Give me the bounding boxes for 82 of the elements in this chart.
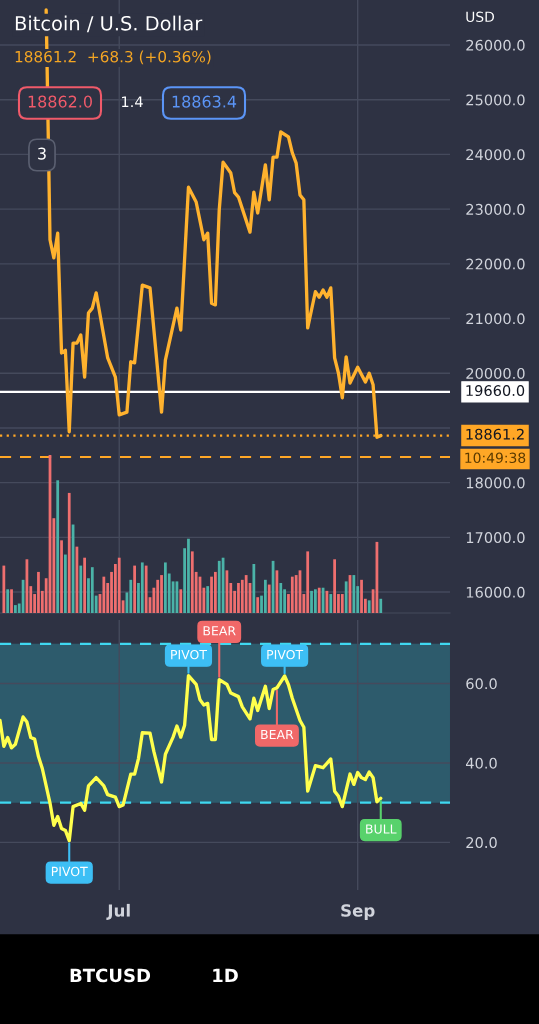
annotation: BULL xyxy=(366,824,397,834)
bar xyxy=(210,576,213,613)
bar xyxy=(214,571,217,613)
bar xyxy=(360,579,363,613)
y-tick-label: 16000.0 xyxy=(466,586,525,598)
y-tick-label: 20000.0 xyxy=(466,367,525,379)
annotation: BEAR xyxy=(261,729,294,739)
text: 10:49:38 xyxy=(465,452,526,464)
bar xyxy=(256,597,260,613)
annotation: PIVOT xyxy=(51,866,88,877)
bar xyxy=(6,589,10,613)
bar xyxy=(37,571,40,613)
bar xyxy=(237,582,240,613)
bar xyxy=(179,589,183,613)
y-tick-label: 21000.0 xyxy=(466,313,525,325)
y-tick-label: 40.0 xyxy=(465,757,497,769)
annotation: 18862.0 xyxy=(28,95,92,108)
annotation: BEAR xyxy=(203,626,236,636)
y-tick-label: 17000.0 xyxy=(466,532,525,544)
text: BTCUSD xyxy=(70,968,151,983)
bar xyxy=(56,480,60,613)
y-tick-label: 26000.0 xyxy=(466,39,525,51)
bar xyxy=(290,576,294,613)
bar xyxy=(310,590,313,613)
bar xyxy=(14,605,17,613)
bar xyxy=(329,594,333,613)
bar xyxy=(264,579,267,613)
text: Bitcoin / U.S. Dollar xyxy=(15,15,203,33)
bar xyxy=(333,559,336,613)
bar xyxy=(190,551,194,613)
y-tick-label: 18000.0 xyxy=(466,477,525,489)
bar xyxy=(344,581,348,613)
annotation: PIVOT xyxy=(171,649,208,660)
ref-line-label: 18861.2 xyxy=(466,428,524,440)
y-tick-label: 24000.0 xyxy=(466,149,525,161)
y-tick-label: 20.0 xyxy=(466,837,497,849)
bar xyxy=(306,551,310,613)
bar xyxy=(340,594,344,613)
bar xyxy=(317,587,321,613)
text: 18861.2 +68.3 (+0.36%) xyxy=(15,50,211,65)
bar xyxy=(156,579,160,613)
annotation: 18863.4 xyxy=(172,95,237,108)
annotation: 3 xyxy=(38,147,46,160)
annotation: PIVOT xyxy=(267,649,304,660)
bar xyxy=(64,554,67,613)
bar xyxy=(2,565,6,613)
bar xyxy=(217,560,221,613)
bar xyxy=(117,557,121,613)
bar xyxy=(90,567,94,613)
annotation: 1.4 xyxy=(122,96,143,108)
bar xyxy=(10,589,13,613)
y-tick-label: 60.0 xyxy=(466,678,497,690)
bar xyxy=(140,562,144,613)
y-tick-label: 25000.0 xyxy=(466,94,525,106)
x-tick-label: Jul xyxy=(106,903,130,920)
bar xyxy=(240,579,244,613)
bar xyxy=(160,575,163,613)
y-tick-label: 22000.0 xyxy=(466,258,525,270)
bar xyxy=(352,575,356,613)
ref-line-label: 19660.0 xyxy=(466,385,525,397)
bar xyxy=(206,586,210,613)
bar xyxy=(367,600,371,613)
bar xyxy=(102,576,106,613)
x-tick-label: Sep xyxy=(341,904,375,921)
bar xyxy=(60,540,63,613)
bar xyxy=(279,582,283,613)
bar xyxy=(252,564,256,613)
bar xyxy=(83,557,86,613)
bar xyxy=(244,575,248,613)
y-tick-label: 23000.0 xyxy=(466,203,525,215)
bar xyxy=(164,562,167,613)
bar xyxy=(379,598,383,613)
bar xyxy=(187,538,190,613)
text: 1D xyxy=(213,968,238,982)
bar xyxy=(267,584,271,613)
bar xyxy=(129,579,133,613)
bar xyxy=(144,565,148,613)
bar xyxy=(314,589,317,613)
bar xyxy=(67,492,71,613)
bar xyxy=(133,565,136,613)
text: USD xyxy=(466,11,495,23)
bar xyxy=(79,565,83,613)
